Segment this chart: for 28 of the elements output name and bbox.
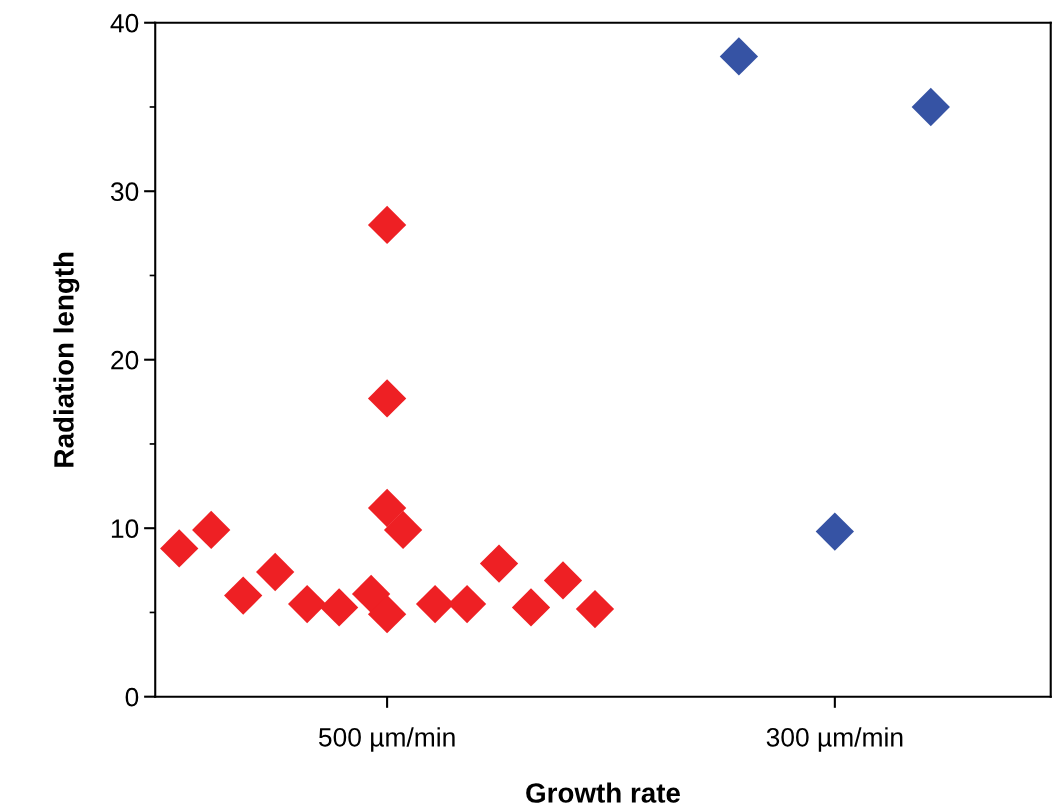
- point: [383, 510, 423, 550]
- y-tick-label: 20: [111, 350, 139, 370]
- y-axis-title: Radiation length: [53, 252, 80, 467]
- point: [256, 552, 295, 592]
- point: [911, 87, 950, 127]
- point: [288, 584, 327, 624]
- point: [543, 561, 583, 600]
- point: [815, 512, 854, 551]
- y-tick-label: 10: [111, 519, 139, 539]
- point: [367, 594, 407, 634]
- x-tick-label: 500 µm/min: [318, 727, 455, 752]
- y-tick-label: 40: [110, 13, 139, 33]
- point: [367, 379, 407, 418]
- y-tick-label: 30: [110, 182, 139, 202]
- point: [160, 529, 199, 568]
- point: [367, 205, 407, 245]
- x-tick-label: 300 µm/min: [766, 727, 903, 752]
- point: [575, 589, 615, 629]
- point: [479, 544, 519, 583]
- x-axis-title: Growth rate: [526, 782, 680, 803]
- point: [192, 510, 231, 550]
- point: [367, 488, 407, 528]
- point: [319, 588, 359, 627]
- point: [351, 574, 391, 614]
- point: [224, 576, 263, 615]
- y-tick-label: 0: [125, 687, 139, 707]
- point: [511, 588, 551, 627]
- point: [719, 37, 759, 76]
